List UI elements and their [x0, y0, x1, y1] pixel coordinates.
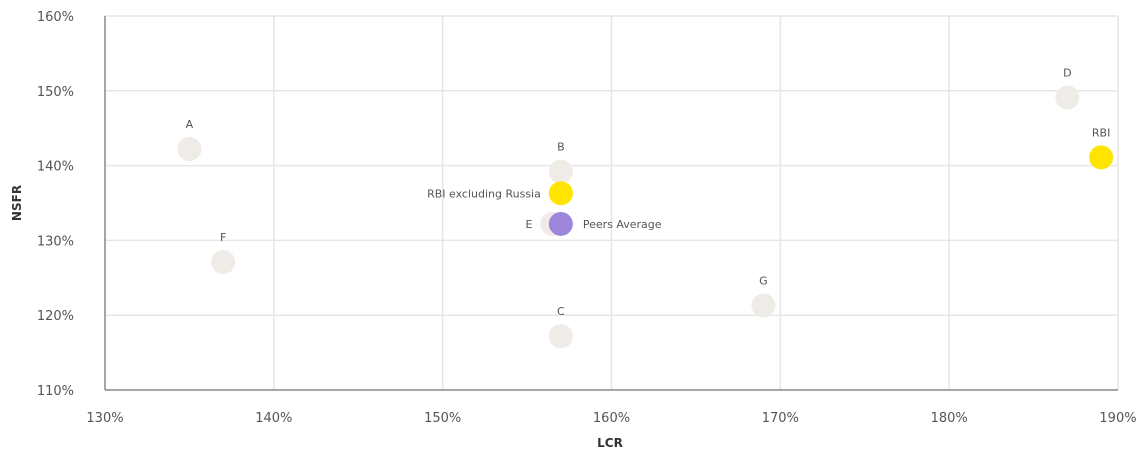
label-a: A [186, 118, 194, 131]
y-tick-label: 130% [37, 234, 74, 249]
label-f: F [220, 231, 226, 244]
label-rbi: RBI [1092, 126, 1110, 139]
label-rbi-excluding-russia: RBI excluding Russia [427, 187, 541, 200]
x-tick-label: 140% [255, 411, 292, 426]
y-tick-label: 110% [37, 384, 74, 399]
y-tick-label: 160% [37, 10, 74, 25]
grid [105, 16, 1118, 390]
y-axis-title: NSFR [10, 185, 24, 221]
point-rbi-excluding-russia [549, 181, 573, 205]
point-g [751, 293, 775, 317]
point-f [211, 250, 235, 274]
x-tick-label: 130% [86, 411, 123, 426]
x-tick-label: 150% [424, 411, 461, 426]
data-labels: A B C D E F G RBI RBI excluding Russia Peers Aver… [186, 67, 1111, 319]
point-rbi [1089, 145, 1113, 169]
point-b [549, 160, 573, 184]
label-g: G [759, 274, 768, 287]
point-a [177, 137, 201, 161]
label-peers-average: Peers Average [583, 218, 662, 231]
y-tick-label: 150% [37, 85, 74, 100]
x-tick-label: 160% [593, 411, 630, 426]
point-c [549, 324, 573, 348]
y-tick-label: 120% [37, 309, 74, 324]
point-peers-average [549, 212, 573, 236]
label-e: E [525, 218, 532, 231]
label-d: D [1063, 67, 1071, 80]
point-d [1055, 86, 1079, 110]
x-axis-title: LCR [597, 436, 623, 449]
label-b: B [557, 141, 565, 154]
y-tick-label: 140% [37, 160, 74, 175]
label-c: C [557, 305, 565, 318]
x-tick-label: 170% [762, 411, 799, 426]
x-tick-label: 190% [1099, 411, 1136, 426]
x-tick-label: 180% [931, 411, 968, 426]
data-points [177, 86, 1113, 349]
